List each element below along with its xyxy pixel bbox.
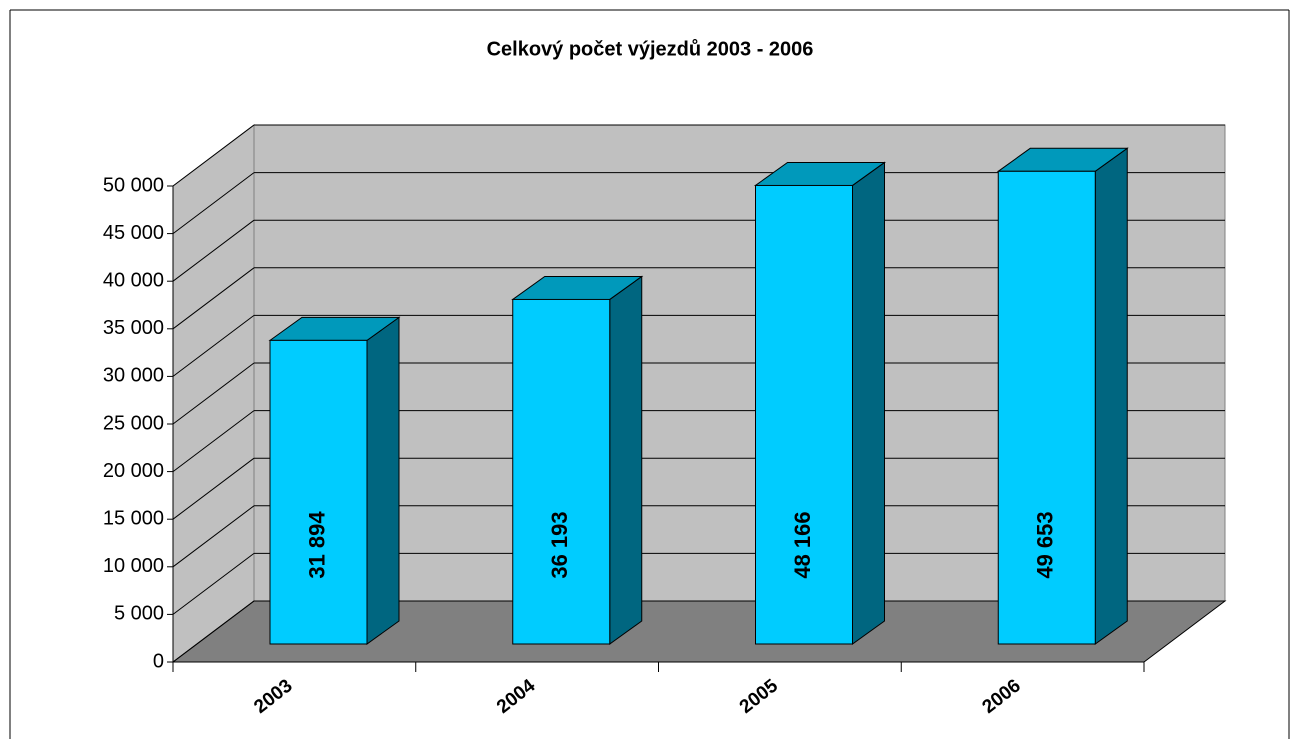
grid-line bbox=[172, 457, 255, 520]
grid-line bbox=[172, 553, 255, 615]
bar bbox=[997, 170, 1096, 645]
y-tick-label: 15 000 bbox=[103, 507, 164, 529]
grid-line bbox=[172, 219, 255, 282]
bar-side bbox=[609, 275, 643, 645]
y-tick-label: 30 000 bbox=[103, 365, 164, 387]
grid-line bbox=[172, 505, 255, 568]
bar bbox=[269, 339, 368, 645]
grid-line bbox=[172, 362, 255, 425]
bar bbox=[512, 298, 611, 645]
bar-side bbox=[366, 316, 400, 645]
y-tick-label: 10 000 bbox=[103, 555, 164, 577]
y-tick-label: 45 000 bbox=[103, 222, 164, 244]
y-tick-label: 40 000 bbox=[103, 269, 164, 291]
value-label: 49 653 bbox=[1033, 511, 1058, 578]
chart-title: Celkový počet výjezdů 2003 - 2006 bbox=[487, 38, 814, 60]
y-tick-label: 20 000 bbox=[103, 460, 164, 482]
grid-line bbox=[172, 600, 255, 663]
grid-line bbox=[172, 172, 255, 234]
y-tick-label: 0 bbox=[153, 650, 164, 672]
y-tick-label: 5 000 bbox=[114, 603, 164, 625]
y-tick-label: 25 000 bbox=[103, 412, 164, 434]
x-tick-label: 2004 bbox=[493, 675, 540, 718]
y-tick-label: 50 000 bbox=[103, 174, 164, 196]
value-label: 31 894 bbox=[304, 511, 329, 579]
value-label: 36 193 bbox=[547, 511, 572, 578]
y-tick-label: 35 000 bbox=[103, 317, 164, 339]
bar-side bbox=[1094, 147, 1128, 645]
x-tick-label: 2005 bbox=[736, 675, 783, 718]
bar-side bbox=[852, 161, 885, 645]
x-tick-label: 2003 bbox=[250, 675, 296, 718]
bar bbox=[755, 184, 853, 645]
grid-line bbox=[172, 410, 255, 472]
grid-line bbox=[172, 124, 255, 187]
x-tick-label: 2006 bbox=[979, 675, 1025, 718]
value-label: 48 166 bbox=[790, 511, 815, 578]
grid-line bbox=[172, 267, 255, 330]
grid-line bbox=[172, 315, 255, 377]
